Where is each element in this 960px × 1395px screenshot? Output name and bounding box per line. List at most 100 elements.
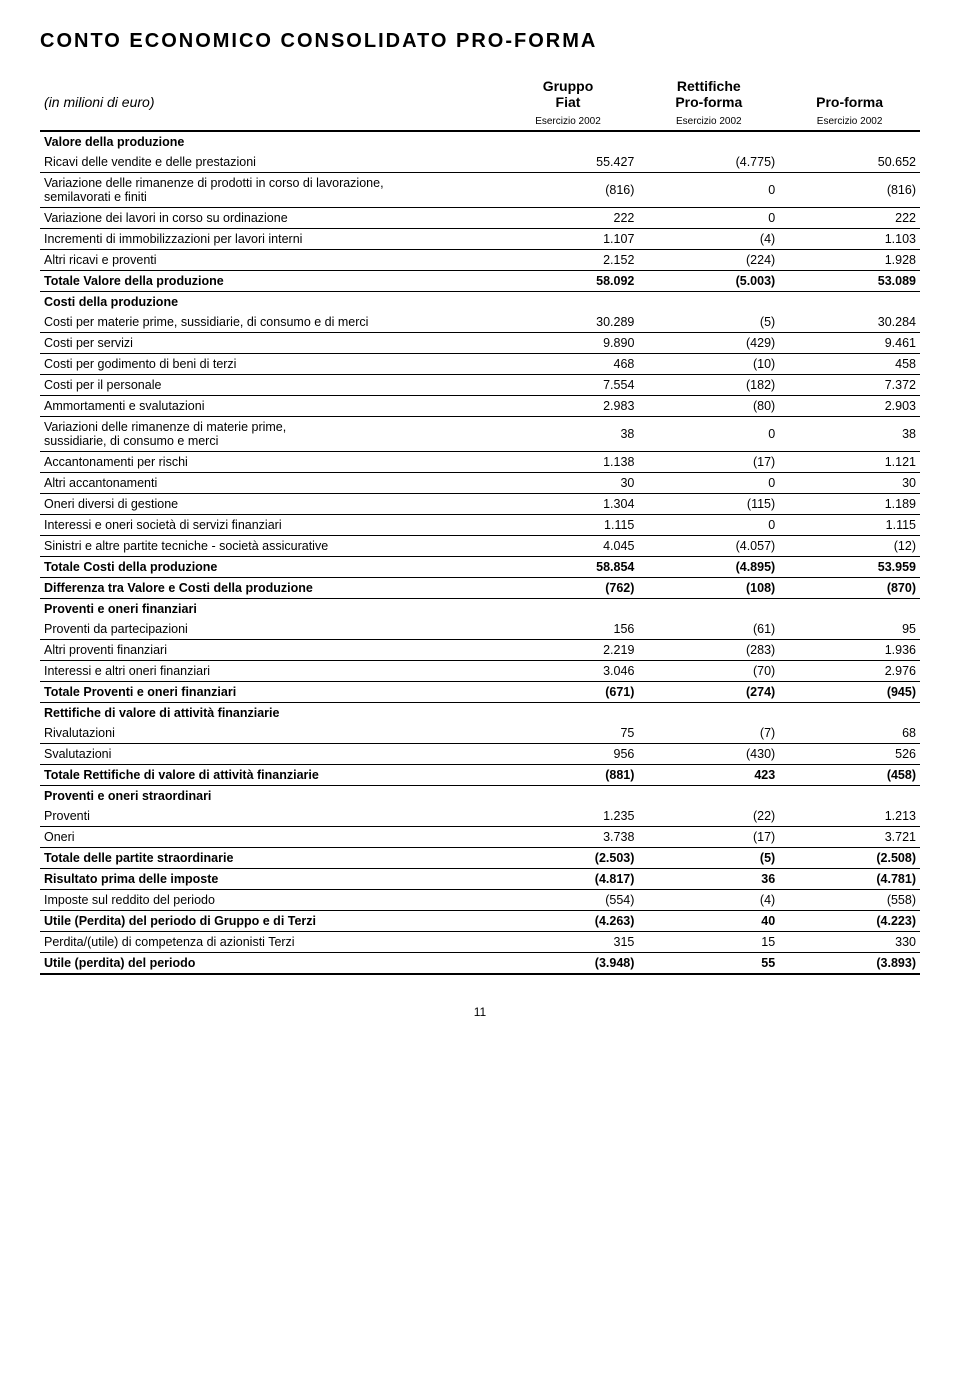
row-label: Rivalutazioni — [40, 723, 498, 744]
row-label: Proventi da partecipazioni — [40, 619, 498, 640]
row-label: Variazione delle rimanenze di prodotti i… — [40, 173, 498, 208]
row-value: 53.959 — [779, 557, 920, 578]
row-value: 30 — [498, 473, 639, 494]
table-row: Oneri3.738(17)3.721 — [40, 827, 920, 848]
row-value: (5) — [638, 848, 779, 869]
row-value: 55.427 — [498, 152, 639, 173]
table-row: Totale Rettifiche di valore di attività … — [40, 765, 920, 786]
row-label: Altri accantonamenti — [40, 473, 498, 494]
table-header-sub: Esercizio 2002 Esercizio 2002 Esercizio … — [40, 113, 920, 131]
row-value: (816) — [779, 173, 920, 208]
row-value: 1.928 — [779, 250, 920, 271]
row-value: 30.289 — [498, 312, 639, 333]
row-value: (4.817) — [498, 869, 639, 890]
row-value: 458 — [779, 354, 920, 375]
row-label: Rettifiche di valore di attività finanzi… — [40, 703, 498, 724]
table-row: Ammortamenti e svalutazioni2.983(80)2.90… — [40, 396, 920, 417]
table-row: Totale Proventi e oneri finanziari(671)(… — [40, 682, 920, 703]
page-title: CONTO ECONOMICO CONSOLIDATO PRO-FORMA — [40, 30, 920, 53]
row-label: Totale Proventi e oneri finanziari — [40, 682, 498, 703]
row-value: 7.372 — [779, 375, 920, 396]
row-value: (182) — [638, 375, 779, 396]
row-value: 15 — [638, 932, 779, 953]
header-sub1: Esercizio 2002 — [498, 113, 639, 131]
row-value: 0 — [638, 473, 779, 494]
row-value: 1.936 — [779, 640, 920, 661]
row-value: 38 — [498, 417, 639, 452]
row-value — [498, 599, 639, 620]
table-row: Variazione delle rimanenze di prodotti i… — [40, 173, 920, 208]
row-value — [779, 599, 920, 620]
row-label: Svalutazioni — [40, 744, 498, 765]
row-label: Costi per il personale — [40, 375, 498, 396]
row-value: 9.890 — [498, 333, 639, 354]
row-value: 1.115 — [779, 515, 920, 536]
row-value: (2.508) — [779, 848, 920, 869]
row-value: 1.213 — [779, 806, 920, 827]
row-value: (283) — [638, 640, 779, 661]
row-value: 30 — [779, 473, 920, 494]
row-value: 2.976 — [779, 661, 920, 682]
table-row: Proventi1.235(22)1.213 — [40, 806, 920, 827]
page-number: 11 — [40, 1005, 920, 1019]
table-row: Rivalutazioni75(7)68 — [40, 723, 920, 744]
row-value: 222 — [779, 208, 920, 229]
table-row: Costi per servizi9.890(429)9.461 — [40, 333, 920, 354]
row-label: Totale delle partite straordinarie — [40, 848, 498, 869]
row-label: Proventi e oneri finanziari — [40, 599, 498, 620]
row-value: 4.045 — [498, 536, 639, 557]
row-value — [498, 292, 639, 313]
row-value: (17) — [638, 827, 779, 848]
row-value: (554) — [498, 890, 639, 911]
row-value: 2.219 — [498, 640, 639, 661]
table-row: Differenza tra Valore e Costi della prod… — [40, 578, 920, 599]
row-value: 95 — [779, 619, 920, 640]
row-value: (61) — [638, 619, 779, 640]
row-value: (22) — [638, 806, 779, 827]
row-value: 7.554 — [498, 375, 639, 396]
table-row: Utile (Perdita) del periodo di Gruppo e … — [40, 911, 920, 932]
row-value: (3.948) — [498, 953, 639, 975]
row-value: 40 — [638, 911, 779, 932]
row-value: 50.652 — [779, 152, 920, 173]
row-label: Variazioni delle rimanenze di materie pr… — [40, 417, 498, 452]
row-label: Interessi e altri oneri finanziari — [40, 661, 498, 682]
table-row: Accantonamenti per rischi1.138(17)1.121 — [40, 452, 920, 473]
row-value — [779, 292, 920, 313]
row-value: 315 — [498, 932, 639, 953]
row-value — [779, 703, 920, 724]
row-value: 0 — [638, 173, 779, 208]
row-label: Altri ricavi e proventi — [40, 250, 498, 271]
row-label: Perdita/(utile) di competenza di azionis… — [40, 932, 498, 953]
row-value: 3.738 — [498, 827, 639, 848]
row-value: (2.503) — [498, 848, 639, 869]
row-value: (4) — [638, 890, 779, 911]
row-value: 2.152 — [498, 250, 639, 271]
row-value — [638, 786, 779, 807]
table-row: Valore della produzione — [40, 131, 920, 152]
row-label: Proventi e oneri straordinari — [40, 786, 498, 807]
table-row: Costi per il personale7.554(182)7.372 — [40, 375, 920, 396]
row-value: (10) — [638, 354, 779, 375]
table-row: Oneri diversi di gestione1.304(115)1.189 — [40, 494, 920, 515]
table-row: Interessi e altri oneri finanziari3.046(… — [40, 661, 920, 682]
table-row: Totale Costi della produzione58.854(4.89… — [40, 557, 920, 578]
table-row: Variazione dei lavori in corso su ordina… — [40, 208, 920, 229]
income-statement-table: (in milioni di euro) GruppoFiat Rettific… — [40, 75, 920, 975]
row-value: (458) — [779, 765, 920, 786]
table-row: Ricavi delle vendite e delle prestazioni… — [40, 152, 920, 173]
table-row: Proventi e oneri straordinari — [40, 786, 920, 807]
row-label: Variazione dei lavori in corso su ordina… — [40, 208, 498, 229]
row-value: (7) — [638, 723, 779, 744]
row-value: (4.263) — [498, 911, 639, 932]
row-value: 156 — [498, 619, 639, 640]
row-value: 55 — [638, 953, 779, 975]
table-row: Interessi e oneri società di servizi fin… — [40, 515, 920, 536]
row-value: 222 — [498, 208, 639, 229]
table-row: Imposte sul reddito del periodo(554)(4)(… — [40, 890, 920, 911]
row-value: (816) — [498, 173, 639, 208]
row-label: Costi per servizi — [40, 333, 498, 354]
row-value: 58.092 — [498, 271, 639, 292]
row-value: 36 — [638, 869, 779, 890]
table-row: Altri ricavi e proventi2.152(224)1.928 — [40, 250, 920, 271]
